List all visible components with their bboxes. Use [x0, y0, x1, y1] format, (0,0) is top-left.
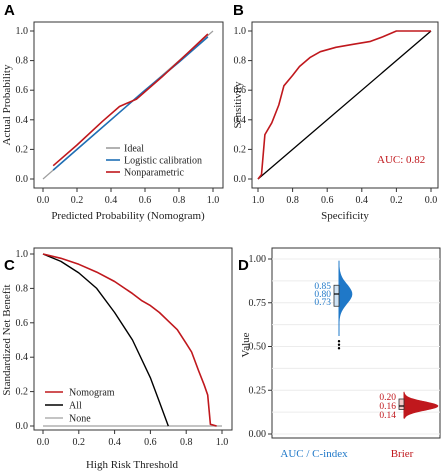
auc-outlier — [337, 340, 341, 343]
auc-stat-label: 0.73 — [314, 298, 331, 308]
panel-b-ytick-label: 0.0 — [234, 174, 247, 185]
panel-a-ylabel: Actual Probability — [1, 64, 13, 145]
panel-b-xlabel: Specificity — [321, 210, 369, 222]
auc-stat-label: 0.80 — [314, 290, 331, 300]
panel-a-letter: A — [4, 2, 15, 19]
panel-c-ytick-label: 0.4 — [16, 352, 29, 363]
panel-b-xtick-label: 0.2 — [390, 195, 403, 206]
panel-b-frame — [251, 21, 439, 189]
panel-b-ytick-label: 0.8 — [234, 56, 247, 67]
panel-c-letter: C — [4, 257, 15, 274]
panel-b-ytick-label: 1.0 — [234, 26, 247, 37]
panel-c-xtick-label: 0.4 — [108, 437, 121, 448]
brier-box — [398, 398, 405, 410]
auc-outlier — [337, 343, 341, 346]
panel-a-xtick-label: 0.6 — [139, 195, 152, 206]
panel-c-ytick-label: 1.0 — [16, 249, 29, 260]
auc-annotation: AUC: 0.82 — [377, 154, 425, 166]
panel-d-ylabel: Value — [240, 332, 252, 357]
auc-outlier — [337, 347, 341, 350]
panel-c: C 0.0 0.2 0.4 0.6 0.8 1.0 0.0 0.2 0.4 0.6 0.8 1.0 No… — [1, 247, 233, 471]
panel-d-category-label: Brier — [391, 448, 414, 460]
panel-c-ytick-label: 0.2 — [16, 387, 29, 398]
panel-a-xtick-label: 0.2 — [71, 195, 84, 206]
panel-c-ytick-label: 0.6 — [16, 318, 29, 329]
brier-stat-label: 0.20 — [379, 393, 396, 403]
panel-d-ytick-label: 0.25 — [249, 385, 267, 396]
panel-b-plot: 1.0 0.8 0.6 0.4 0.2 0.0 0.0 0.2 0.4 0.6 0.8 1.0 — [234, 26, 438, 206]
panel-a-ytick-label: 0.4 — [16, 115, 29, 126]
panel-c-ytick-label: 0.0 — [16, 421, 29, 432]
panel-a-plot: 0.0 0.2 0.4 0.6 0.8 1.0 0.0 0.2 0.4 0.6 0.8 1.0 Idea… — [16, 26, 220, 206]
panel-a-ytick-label: 0.0 — [16, 174, 29, 185]
legend-label: None — [69, 414, 91, 425]
panel-a-xtick-label: 1.0 — [207, 195, 220, 206]
auc-stat-label: 0.85 — [314, 282, 331, 292]
panel-d: D 0.00 0.25 0.50 0.75 1.00 AUC / C-index Brier… — [238, 247, 441, 460]
brier-stat-label: 0.16 — [379, 402, 396, 412]
panel-d-category-label: AUC / C-index — [280, 448, 348, 460]
panel-b-ylabel: Sensitivity — [232, 81, 244, 129]
panel-a: A 0.0 0.2 0.4 0.6 0.8 1.0 0.0 0.2 0.4 0.6 0.8 1.0 Id… — [1, 2, 224, 222]
panel-d-frame — [271, 247, 441, 439]
panel-a-ytick-label: 0.6 — [16, 85, 29, 96]
panel-c-xtick-label: 0.0 — [37, 437, 50, 448]
panel-b: B 1.0 0.8 0.6 0.4 0.2 0.0 0.0 0.2 0.4 0.6 0.8 1.0 S… — [232, 2, 439, 222]
panel-a-xtick-label: 0.4 — [105, 195, 118, 206]
panel-b-ytick-label: 0.6 — [234, 85, 247, 96]
panel-c-xlabel: High Risk Threshold — [86, 459, 179, 471]
panel-c-xtick-label: 1.0 — [216, 437, 229, 448]
panel-a-xtick-label: 0.8 — [173, 195, 186, 206]
panel-b-xtick-label: 0.8 — [286, 195, 299, 206]
panel-a-frame — [33, 21, 224, 189]
panel-c-frame — [33, 247, 233, 431]
panel-c-xtick-label: 0.6 — [144, 437, 157, 448]
panel-c-xtick-label: 0.2 — [73, 437, 86, 448]
panel-d-ytick-label: 0.50 — [249, 342, 267, 353]
panel-a-xtick-label: 0.0 — [37, 195, 50, 206]
panel-a-ytick-label: 1.0 — [16, 26, 29, 37]
calibration-line-nonparametric — [52, 33, 209, 167]
panel-d-ytick-label: 1.00 — [249, 254, 267, 265]
brier-violin — [403, 391, 439, 419]
roc-reference-line — [257, 30, 432, 180]
panel-d-letter: D — [238, 257, 249, 274]
panel-c-ytick-label: 0.8 — [16, 283, 29, 294]
legend-label: Nomogram — [69, 388, 115, 399]
calibration-line-logistic-calibration — [52, 36, 209, 171]
panel-d-plot: 0.00 0.25 0.50 0.75 1.00 AUC / C-index Brier 0.… — [249, 254, 440, 460]
panel-d-ytick-label: 0.00 — [249, 429, 267, 440]
panel-b-ytick-label: 0.2 — [234, 144, 247, 155]
panel-b-xtick-label: 1.0 — [252, 195, 265, 206]
panel-b-xtick-label: 0.0 — [425, 195, 438, 206]
legend-label: All — [69, 401, 82, 412]
panel-b-letter: B — [233, 2, 244, 19]
panel-c-plot: 0.0 0.2 0.4 0.6 0.8 1.0 0.0 0.2 0.4 0.6 0.8 1.0 Nomo… — [16, 249, 229, 448]
dca-nomogram-line — [42, 253, 217, 427]
panel-d-ytick-label: 0.75 — [249, 298, 267, 309]
panel-b-xtick-label: 0.4 — [356, 195, 369, 206]
dca-all-line — [42, 253, 169, 427]
auc-box — [333, 284, 340, 307]
panel-b-xtick-label: 0.6 — [321, 195, 334, 206]
brier-stat-label: 0.14 — [379, 411, 396, 421]
legend-label: Ideal — [124, 144, 144, 155]
legend-label: Logistic calibration — [124, 156, 202, 167]
panel-a-ytick-label: 0.8 — [16, 56, 29, 67]
panel-c-xtick-label: 0.8 — [180, 437, 193, 448]
legend-label: Nonparametric — [124, 168, 185, 179]
panel-c-ylabel: Standardized Net Benefit — [1, 284, 13, 395]
panel-a-ytick-label: 0.2 — [16, 144, 29, 155]
panel-a-xlabel: Predicted Probability (Nomogram) — [51, 210, 205, 222]
panel-b-ytick-label: 0.4 — [234, 115, 247, 126]
roc-curve — [257, 30, 431, 180]
